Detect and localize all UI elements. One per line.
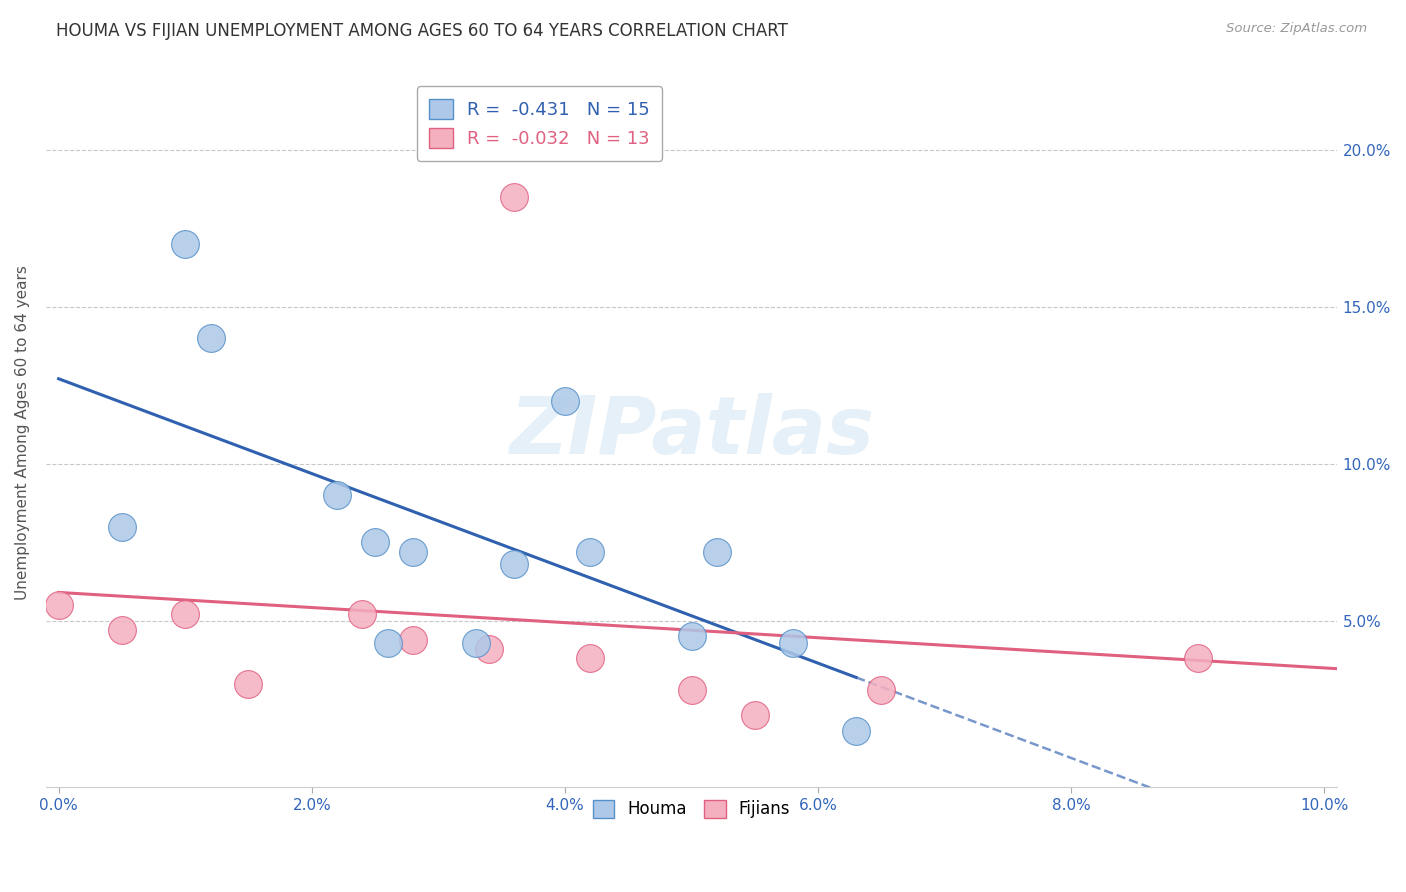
Point: [326, 488, 349, 502]
Point: [402, 632, 425, 647]
Y-axis label: Unemployment Among Ages 60 to 64 years: Unemployment Among Ages 60 to 64 years: [15, 265, 30, 599]
Point: [503, 190, 526, 204]
Point: [579, 651, 602, 665]
Legend: Houma, Fijians: Houma, Fijians: [586, 793, 797, 825]
Point: [402, 544, 425, 558]
Point: [503, 558, 526, 572]
Text: Source: ZipAtlas.com: Source: ZipAtlas.com: [1226, 22, 1367, 36]
Point: [352, 607, 374, 622]
Point: [465, 636, 488, 650]
Point: [174, 236, 197, 251]
Point: [681, 682, 703, 697]
Point: [782, 636, 804, 650]
Point: [579, 544, 602, 558]
Point: [870, 682, 893, 697]
Point: [681, 629, 703, 643]
Point: [478, 642, 501, 657]
Point: [200, 331, 222, 345]
Point: [48, 598, 70, 612]
Text: HOUMA VS FIJIAN UNEMPLOYMENT AMONG AGES 60 TO 64 YEARS CORRELATION CHART: HOUMA VS FIJIAN UNEMPLOYMENT AMONG AGES …: [56, 22, 789, 40]
Point: [238, 676, 260, 690]
Point: [174, 607, 197, 622]
Text: ZIPatlas: ZIPatlas: [509, 393, 875, 471]
Point: [845, 723, 868, 738]
Point: [554, 393, 576, 408]
Point: [111, 623, 134, 637]
Point: [111, 519, 134, 533]
Point: [706, 544, 728, 558]
Point: [364, 535, 387, 549]
Point: [1187, 651, 1209, 665]
Point: [744, 708, 766, 723]
Point: [377, 636, 399, 650]
